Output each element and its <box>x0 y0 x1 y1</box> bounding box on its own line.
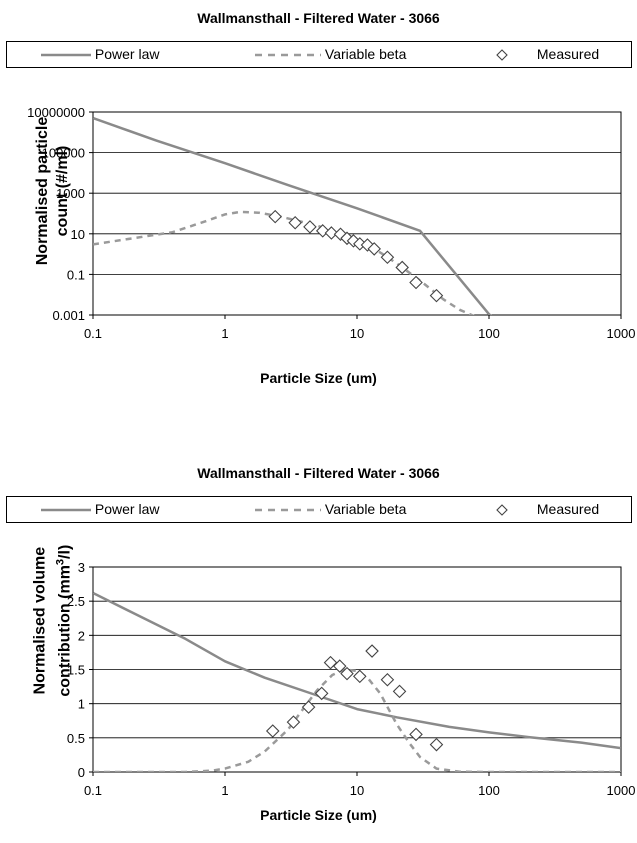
plot-frame <box>92 111 622 316</box>
x-tick-label: 1 <box>221 783 228 798</box>
particle-count-chart: Wallmansthall - Filtered Water - 3066 Po… <box>0 0 637 400</box>
x-tick-label: 100 <box>478 326 500 341</box>
legend-item-variable-beta: Variable beta <box>255 501 406 517</box>
measured-point <box>332 659 347 673</box>
measured-point <box>268 209 282 224</box>
measured-point <box>409 275 423 290</box>
measured-point <box>429 288 444 303</box>
y-tick-label: 100000 <box>42 146 85 161</box>
plot-area: 0 0.5 1 1.5 2 2.5 3 0.1 1 10 100 1000 <box>67 560 636 798</box>
series-group <box>93 591 621 772</box>
legend-label: Measured <box>536 46 600 62</box>
legend-item-variable-beta: Variable beta <box>255 46 406 62</box>
measured-point <box>429 737 444 752</box>
chart-legend: Power law Variable beta Measured <box>6 496 632 523</box>
legend-swatch-dashed <box>255 509 321 512</box>
power-law-line <box>93 591 621 750</box>
legend-item-power-law: Power law <box>41 501 159 517</box>
plot-frame <box>92 566 622 773</box>
y-tick-label: 2.5 <box>67 594 85 609</box>
legend-swatch-solid <box>41 54 91 57</box>
measured-point <box>303 220 317 234</box>
measured-point <box>314 686 329 701</box>
y-tick-label: 0.001 <box>52 308 85 323</box>
measured-point <box>367 242 381 256</box>
legend-item-power-law: Power law <box>41 46 159 62</box>
y-tick-label: 10 <box>71 227 85 242</box>
measured-point <box>353 669 367 684</box>
legend-swatch-diamond <box>496 49 508 62</box>
measured-point <box>395 260 409 275</box>
legend-label: Power law <box>94 46 160 62</box>
y-tick-label: 3 <box>78 560 85 575</box>
measured-point <box>365 644 379 658</box>
plot-area: 0.001 0.1 10 1000 100000 10000000 0.1 1 10 100 100… <box>27 105 636 341</box>
legend-label: Variable beta <box>324 46 407 62</box>
y-tick-label: 0.1 <box>67 267 85 282</box>
y-tick-label: 1000 <box>56 186 85 201</box>
x-tick-label: 1000 <box>607 326 636 341</box>
x-tick-label: 100 <box>478 783 500 798</box>
measured-point <box>409 727 423 742</box>
y-tick-label: 10000000 <box>27 105 85 120</box>
legend-label: Variable beta <box>324 501 407 517</box>
measured-point <box>392 684 407 699</box>
y-tick-label: 0.5 <box>67 731 85 746</box>
measured-point <box>380 672 395 687</box>
x-axis-label: Particle Size (um) <box>260 807 377 823</box>
y-tick-label: 1 <box>78 697 85 712</box>
chart-legend: Power law Variable beta Measured <box>6 41 632 68</box>
volume-contribution-chart: Wallmansthall - Filtered Water - 3066 Po… <box>0 455 637 843</box>
measured-point <box>301 700 316 714</box>
legend-label: Measured <box>536 501 600 517</box>
legend-swatch-solid <box>41 509 91 512</box>
measured-point <box>380 250 395 265</box>
x-tick-label: 0.1 <box>84 783 102 798</box>
y-tick-label: 0 <box>78 765 85 780</box>
chart-title: Wallmansthall - Filtered Water - 3066 <box>197 10 440 26</box>
legend-item-measured: Measured <box>493 46 599 62</box>
variable-beta-line <box>93 668 621 772</box>
measured-point <box>340 666 354 681</box>
x-tick-label: 1 <box>221 326 228 341</box>
variable-beta-line <box>93 210 475 315</box>
x-tick-label: 10 <box>350 326 364 341</box>
legend-swatch-dashed <box>255 54 321 57</box>
x-tick-label: 0.1 <box>84 326 102 341</box>
x-tick-label: 10 <box>350 783 364 798</box>
legend-item-measured: Measured <box>493 501 599 517</box>
measured-point <box>286 715 301 729</box>
measured-point <box>324 226 339 240</box>
x-axis-label: Particle Size (um) <box>260 370 377 386</box>
x-tick-label: 1000 <box>607 783 636 798</box>
chart-title: Wallmansthall - Filtered Water - 3066 <box>197 465 440 481</box>
legend-label: Power law <box>94 501 160 517</box>
power-law-line <box>93 116 492 315</box>
measured-point <box>288 215 302 230</box>
legend-swatch-diamond <box>496 504 508 517</box>
series-group <box>93 116 492 315</box>
y-tick-label: 1.5 <box>67 663 85 678</box>
y-tick-label: 2 <box>78 628 85 643</box>
measured-point <box>265 724 280 738</box>
